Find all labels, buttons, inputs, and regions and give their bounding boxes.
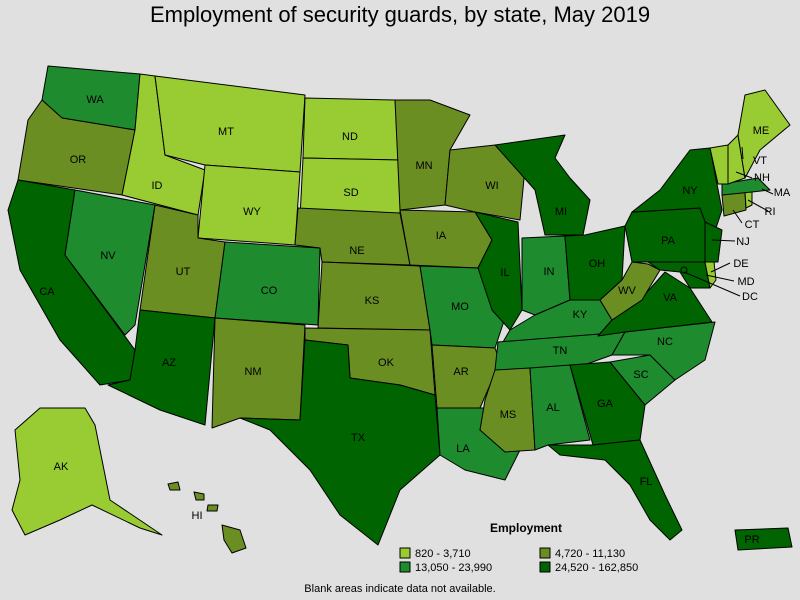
state-ME[interactable] <box>737 89 791 179</box>
label-AZ: AZ <box>162 357 176 369</box>
label-CO: CO <box>261 285 278 297</box>
label-KY: KY <box>573 309 588 321</box>
label-HI: HI <box>192 510 203 522</box>
state-labels: WA OR CA NV ID MT WY UT AZ CO NM ND SD N… <box>39 94 791 546</box>
label-SC: SC <box>633 369 648 381</box>
label-IN: IN <box>544 266 555 278</box>
state-NJ[interactable] <box>704 221 723 263</box>
leader-lines <box>683 146 774 297</box>
state-DC[interactable] <box>680 266 688 274</box>
state-AZ[interactable] <box>107 309 216 426</box>
map-title: Employment of security guards, by state,… <box>149 2 651 27</box>
label-MS: MS <box>500 409 517 421</box>
label-WY: WY <box>243 206 261 218</box>
label-PA: PA <box>661 235 676 247</box>
label-MA: MA <box>774 187 791 199</box>
legend-label-3: 13,050 - 23,990 <box>415 562 492 574</box>
label-GA: GA <box>597 398 614 410</box>
legend-label-2: 4,720 - 11,130 <box>555 548 625 560</box>
state-NV[interactable] <box>64 189 156 336</box>
label-CT: CT <box>745 219 760 231</box>
label-MN: MN <box>415 160 432 172</box>
legend-swatch-1 <box>399 547 411 559</box>
state-AK[interactable] <box>11 407 163 536</box>
label-IA: IA <box>436 230 447 242</box>
label-WI: WI <box>485 180 498 192</box>
label-AL: AL <box>546 402 559 414</box>
label-SD: SD <box>343 187 358 199</box>
label-MT: MT <box>218 126 234 138</box>
label-IL: IL <box>500 267 509 279</box>
state-NY[interactable] <box>631 147 723 241</box>
legend: Employment 820 - 3,710 4,720 - 11,130 13… <box>399 521 638 574</box>
label-FL: FL <box>640 476 653 488</box>
legend-swatch-4 <box>539 561 551 573</box>
legend-title: Employment <box>490 521 562 535</box>
state-DE[interactable] <box>704 261 717 289</box>
state-HI-islands[interactable] <box>167 481 219 512</box>
label-AR: AR <box>453 366 468 378</box>
label-NC: NC <box>657 336 673 348</box>
state-CT[interactable] <box>721 191 747 217</box>
label-ND: ND <box>342 131 358 143</box>
label-OR: OR <box>70 154 87 166</box>
label-VA: VA <box>663 292 678 304</box>
label-ME: ME <box>753 125 770 137</box>
label-AK: AK <box>54 461 69 473</box>
state-MT[interactable] <box>154 75 306 173</box>
map-footnote: Blank areas indicate data not available. <box>304 583 496 595</box>
label-OK: OK <box>378 357 395 369</box>
state-PR[interactable] <box>734 527 793 551</box>
label-ID: ID <box>152 180 163 192</box>
label-DE: DE <box>733 258 748 270</box>
state-HI[interactable] <box>221 524 247 554</box>
state-AL[interactable] <box>529 364 591 451</box>
label-NM: NM <box>244 366 261 378</box>
label-LA: LA <box>456 443 470 455</box>
label-NJ: NJ <box>736 236 749 248</box>
label-MO: MO <box>451 301 469 313</box>
label-MI: MI <box>555 206 567 218</box>
label-UT: UT <box>176 266 191 278</box>
label-RI: RI <box>765 206 776 218</box>
state-FL[interactable] <box>547 439 683 541</box>
legend-label-4: 24,520 - 162,850 <box>555 562 638 574</box>
label-VT: VT <box>753 155 767 167</box>
label-MD: MD <box>737 276 754 288</box>
label-OH: OH <box>589 258 606 270</box>
state-WV[interactable] <box>599 261 661 321</box>
label-TX: TX <box>351 432 366 444</box>
legend-swatch-3 <box>399 561 411 573</box>
state-ND[interactable] <box>302 97 401 161</box>
label-NH: NH <box>754 172 770 184</box>
label-KS: KS <box>365 295 380 307</box>
label-WA: WA <box>86 94 104 106</box>
state-CO[interactable] <box>214 241 321 326</box>
label-PR: PR <box>744 534 759 546</box>
label-TN: TN <box>553 345 568 357</box>
state-MI[interactable] <box>494 134 591 236</box>
label-CA: CA <box>39 286 55 298</box>
legend-label-1: 820 - 3,710 <box>415 548 471 560</box>
label-NY: NY <box>682 185 698 197</box>
legend-swatch-2 <box>539 547 551 559</box>
state-TX[interactable] <box>239 339 441 546</box>
label-NV: NV <box>100 250 116 262</box>
state-IL[interactable] <box>474 211 523 331</box>
label-DC: DC <box>742 291 758 303</box>
label-NE: NE <box>349 245 364 257</box>
label-WV: WV <box>618 285 636 297</box>
